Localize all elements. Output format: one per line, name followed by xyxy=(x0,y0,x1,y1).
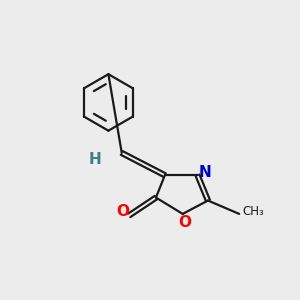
Text: CH₃: CH₃ xyxy=(243,205,265,218)
Text: N: N xyxy=(199,165,212,180)
Text: H: H xyxy=(88,152,101,167)
Text: O: O xyxy=(178,215,192,230)
Text: O: O xyxy=(116,204,129,219)
